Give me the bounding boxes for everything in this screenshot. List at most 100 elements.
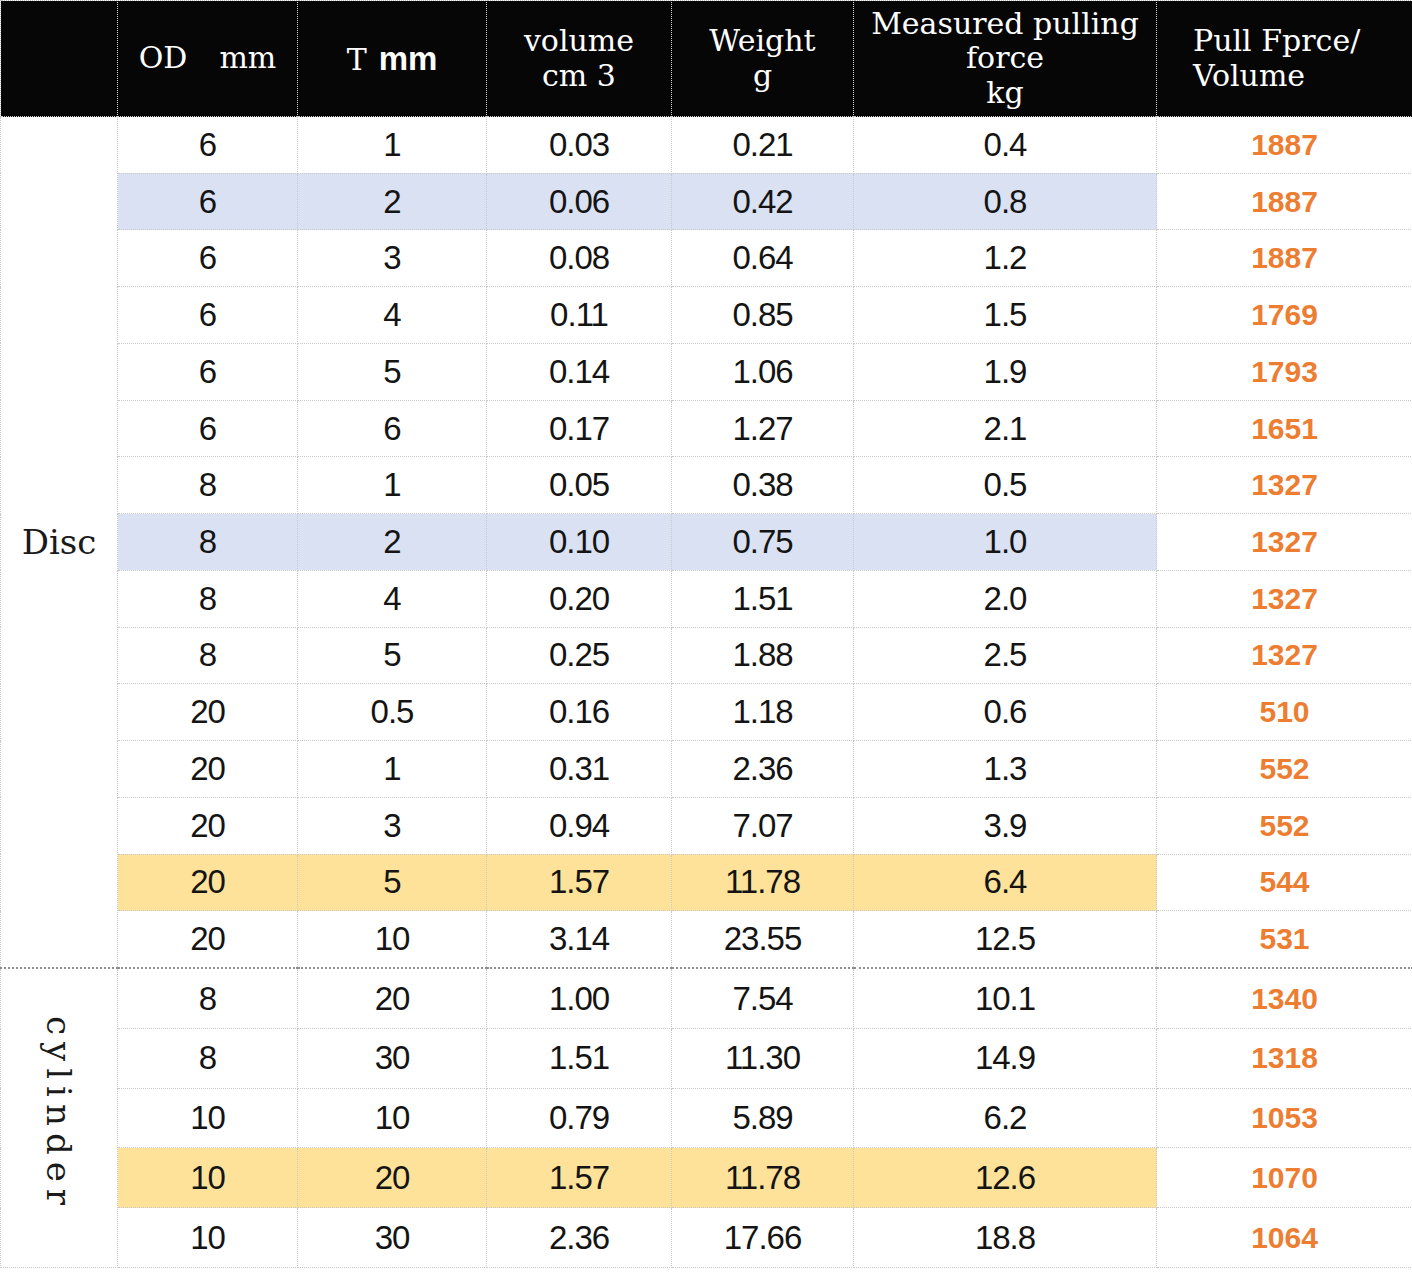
cell-t: 1 [298,117,487,174]
table-row: 650.141.061.91793 [1,343,1412,400]
table-row: 2030.947.073.9552 [1,797,1412,854]
cell-weight: 7.54 [672,968,854,1028]
table-body: Disc610.030.210.41887620.060.420.8188763… [1,117,1412,1268]
cell-pull-force-per-volume: 1340 [1157,968,1412,1028]
cell-pull-force-per-volume: 1064 [1157,1208,1412,1268]
weight-label: Weight [672,24,853,58]
cell-force: 1.9 [854,343,1157,400]
cell-force: 0.5 [854,457,1157,514]
cell-force: 0.8 [854,173,1157,230]
cell-volume: 0.17 [487,400,672,457]
cell-force: 1.0 [854,514,1157,571]
cell-weight: 0.64 [672,230,854,287]
cell-t: 10 [298,1088,487,1148]
col-header-od: OD mm [118,1,298,117]
table-header: ODmm Tmm volume cm 3 Weight g Measured p… [1,1,1412,117]
cell-t: 4 [298,570,487,627]
cell-pull-force-per-volume: 1070 [1157,1148,1412,1208]
table-row: cylinder8201.007.5410.11340 [1,968,1412,1028]
cell-volume: 0.79 [487,1088,672,1148]
table-row: 640.110.851.51769 [1,287,1412,344]
section-label-cylinder: cylinder [1,968,118,1267]
od-unit: mm [219,41,276,75]
cell-pull-force-per-volume: 544 [1157,854,1412,911]
table-row: 2010.312.361.3552 [1,741,1412,798]
cell-pull-force-per-volume: 552 [1157,741,1412,798]
cell-volume: 0.16 [487,684,672,741]
cell-weight: 11.78 [672,1148,854,1208]
force-label-1: Measured pulling [854,7,1156,41]
cell-t: 2 [298,173,487,230]
cell-t: 5 [298,343,487,400]
cell-t: 5 [298,627,487,684]
cell-volume: 0.03 [487,117,672,174]
cell-od: 10 [118,1208,298,1268]
cell-pull-force-per-volume: 1327 [1157,457,1412,514]
cell-weight: 0.75 [672,514,854,571]
cell-volume: 0.05 [487,457,672,514]
od-label: OD [139,40,188,75]
cell-pull-force-per-volume: 1887 [1157,117,1412,174]
cell-volume: 0.14 [487,343,672,400]
cell-t: 10 [298,911,487,968]
cell-force: 12.6 [854,1148,1157,1208]
cell-force: 3.9 [854,797,1157,854]
cell-pull-force-per-volume: 1651 [1157,400,1412,457]
cell-pull-force-per-volume: 1769 [1157,287,1412,344]
cell-force: 6.4 [854,854,1157,911]
cell-weight: 0.38 [672,457,854,514]
volume-label: volume [487,24,671,58]
pull-force-table: ODmm Tmm volume cm 3 Weight g Measured p… [0,0,1412,1268]
cell-od: 6 [118,117,298,174]
cell-t: 30 [298,1029,487,1089]
cell-force: 2.1 [854,400,1157,457]
section-label-text: Disc [22,522,97,562]
cell-force: 10.1 [854,968,1157,1028]
cell-pull-force-per-volume: 1053 [1157,1088,1412,1148]
weight-unit: g [672,59,853,93]
cell-volume: 0.25 [487,627,672,684]
cell-od: 20 [118,741,298,798]
cell-pull-force-per-volume: 1327 [1157,627,1412,684]
cell-t: 20 [298,1148,487,1208]
cell-od: 8 [118,457,298,514]
cell-volume: 0.31 [487,741,672,798]
cell-pull-force-per-volume: 1327 [1157,514,1412,571]
cell-t: 2 [298,514,487,571]
pull-label-1: Pull Fprce/ [1193,24,1412,58]
cell-volume: 0.94 [487,797,672,854]
section-label-text: cylinder [42,1016,76,1212]
col-header-weight: Weight g [672,1,854,117]
cell-weight: 0.42 [672,173,854,230]
volume-unit: cm 3 [487,59,671,93]
cell-t: 3 [298,230,487,287]
table-row: 20103.1423.5512.5531 [1,911,1412,968]
table-row: 8301.5111.3014.91318 [1,1029,1412,1089]
cell-od: 10 [118,1088,298,1148]
cell-force: 6.2 [854,1088,1157,1148]
cell-od: 6 [118,287,298,344]
table-row: 10201.5711.7812.61070 [1,1148,1412,1208]
cell-volume: 0.20 [487,570,672,627]
cell-force: 12.5 [854,911,1157,968]
cell-pull-force-per-volume: 510 [1157,684,1412,741]
force-unit: kg [854,76,1156,110]
cell-weight: 1.06 [672,343,854,400]
table-row: 660.171.272.11651 [1,400,1412,457]
cell-weight: 11.30 [672,1029,854,1089]
cell-od: 6 [118,173,298,230]
col-header-pull: Pull Fprce/ Volume [1157,1,1412,117]
cell-od: 6 [118,230,298,287]
cell-force: 1.5 [854,287,1157,344]
cell-volume: 1.57 [487,854,672,911]
cell-force: 0.4 [854,117,1157,174]
cell-weight: 17.66 [672,1208,854,1268]
cell-od: 20 [118,854,298,911]
cell-weight: 23.55 [672,911,854,968]
cell-weight: 5.89 [672,1088,854,1148]
cell-volume: 0.11 [487,287,672,344]
cell-force: 0.6 [854,684,1157,741]
cell-t: 3 [298,797,487,854]
cell-pull-force-per-volume: 552 [1157,797,1412,854]
cell-volume: 0.08 [487,230,672,287]
